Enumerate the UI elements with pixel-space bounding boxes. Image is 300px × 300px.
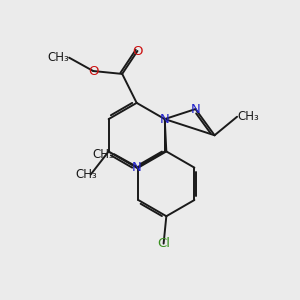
Text: O: O	[88, 64, 98, 77]
Text: N: N	[132, 161, 142, 174]
Text: O: O	[132, 44, 143, 58]
Text: CH₃: CH₃	[47, 51, 69, 64]
Text: N: N	[191, 103, 200, 116]
Text: N: N	[160, 112, 169, 126]
Text: CH₃: CH₃	[92, 148, 114, 161]
Text: CH₃: CH₃	[237, 110, 259, 123]
Text: CH₃: CH₃	[75, 168, 97, 181]
Text: Cl: Cl	[157, 237, 170, 250]
